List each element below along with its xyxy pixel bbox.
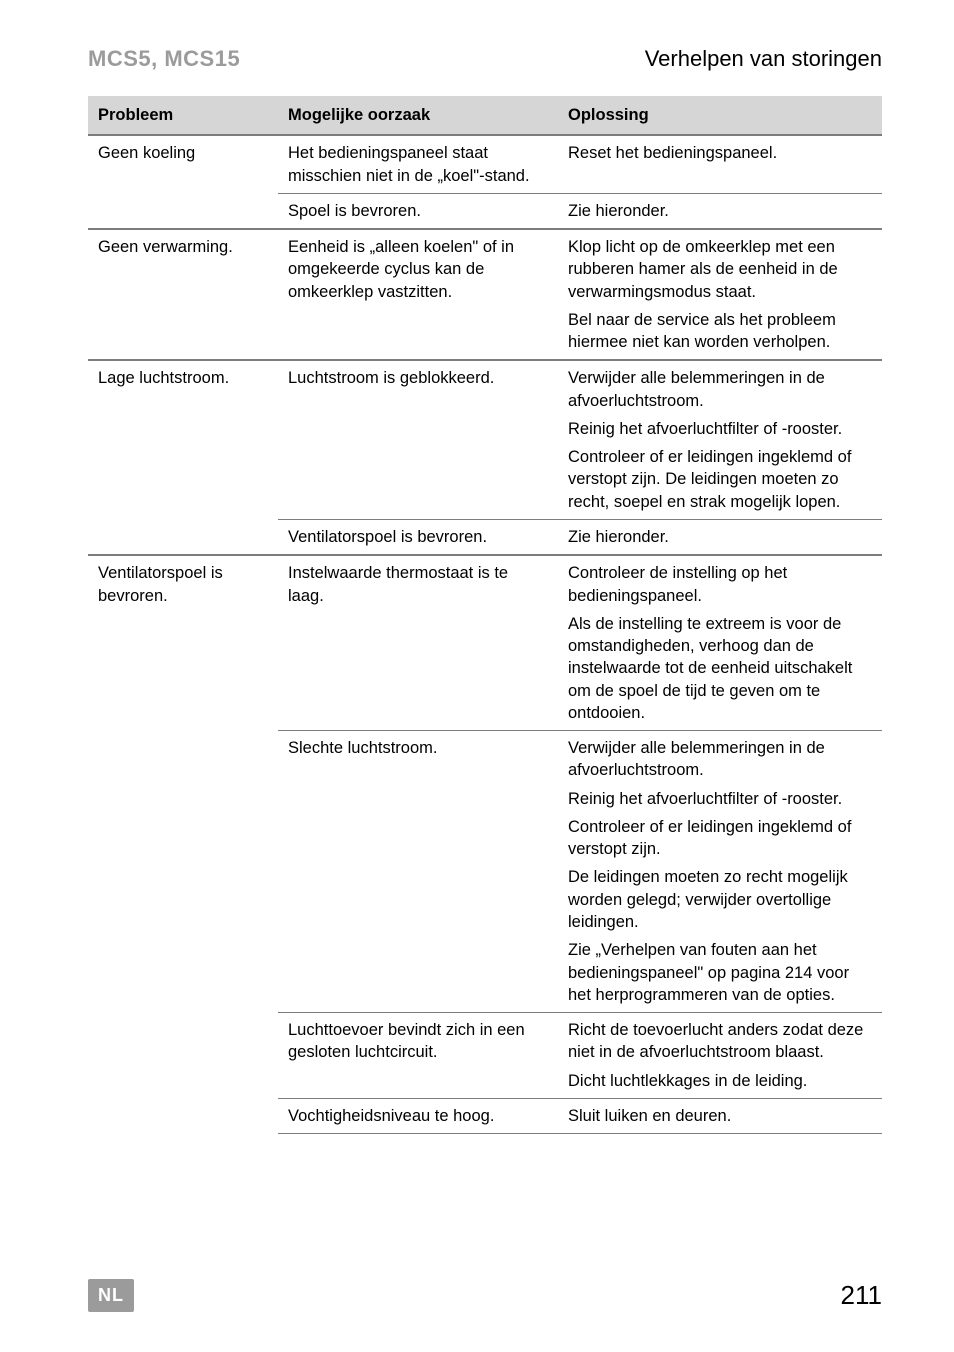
- page-footer: NL 211: [0, 1279, 954, 1312]
- solution-line: Verwijder alle belemmeringen in de afvoe…: [568, 367, 872, 412]
- solution-line: Zie hieronder.: [568, 200, 872, 222]
- language-badge: NL: [88, 1279, 134, 1312]
- cell-problem: Geen verwarming.: [88, 229, 278, 360]
- cell-solution: Verwijder alle belemmeringen in de afvoe…: [558, 731, 882, 1013]
- section-title: Verhelpen van storingen: [645, 46, 882, 72]
- solution-line: Bel naar de service als het probleem hie…: [568, 309, 872, 354]
- page-number: 211: [841, 1280, 882, 1311]
- col-header-problem: Probleem: [88, 96, 278, 135]
- cell-cause: Luchttoevoer bevindt zich in een geslote…: [278, 1013, 558, 1099]
- cell-solution: Klop licht op de omkeerklep met een rubb…: [558, 229, 882, 360]
- troubleshooting-table: Probleem Mogelijke oorzaak Oplossing Gee…: [88, 96, 882, 1134]
- cell-cause: Eenheid is „alleen koelen" of in omgekee…: [278, 229, 558, 360]
- solution-line: Zie „Verhelpen van fouten aan het bedien…: [568, 939, 872, 1006]
- cell-solution: Verwijder alle belemmeringen in de afvoe…: [558, 360, 882, 519]
- solution-line: Reinig het afvoerluchtfilter of -rooster…: [568, 418, 872, 440]
- cell-cause: Spoel is bevroren.: [278, 193, 558, 229]
- page-container: MCS5, MCS15 Verhelpen van storingen Prob…: [0, 0, 954, 1352]
- table-row: Lage luchtstroom.Luchtstroom is geblokke…: [88, 360, 882, 519]
- cell-solution: Sluit luiken en deuren.: [558, 1098, 882, 1133]
- cell-problem: Geen koeling: [88, 135, 278, 229]
- col-header-cause: Mogelijke oorzaak: [278, 96, 558, 135]
- table-row: Ventilatorspoel is bevroren.Instelwaarde…: [88, 555, 882, 730]
- solution-line: Controleer of er leidingen ingeklemd of …: [568, 816, 872, 861]
- solution-line: Controleer of er leidingen ingeklemd of …: [568, 446, 872, 513]
- cell-solution: Richt de toevoerlucht anders zodat deze …: [558, 1013, 882, 1099]
- cell-solution: Zie hieronder.: [558, 519, 882, 555]
- cell-solution: Zie hieronder.: [558, 193, 882, 229]
- solution-line: Controleer de instelling op het bedienin…: [568, 562, 872, 607]
- cell-cause: Luchtstroom is geblokkeerd.: [278, 360, 558, 519]
- cell-cause: Instelwaarde thermostaat is te laag.: [278, 555, 558, 730]
- solution-line: Zie hieronder.: [568, 526, 872, 548]
- cell-solution: Reset het bedieningspaneel.: [558, 135, 882, 193]
- solution-line: Dicht luchtlekkages in de leiding.: [568, 1070, 872, 1092]
- col-header-solution: Oplossing: [558, 96, 882, 135]
- solution-line: Klop licht op de omkeerklep met een rubb…: [568, 236, 872, 303]
- solution-line: Richt de toevoerlucht anders zodat deze …: [568, 1019, 872, 1064]
- table-header-row: Probleem Mogelijke oorzaak Oplossing: [88, 96, 882, 135]
- solution-line: Reset het bedieningspaneel.: [568, 142, 872, 164]
- model-label: MCS5, MCS15: [88, 46, 240, 72]
- table-body: Geen koelingHet bedieningspaneel staat m…: [88, 135, 882, 1133]
- cell-problem: Lage luchtstroom.: [88, 360, 278, 555]
- page-header: MCS5, MCS15 Verhelpen van storingen: [88, 46, 882, 72]
- cell-cause: Ventilatorspoel is bevroren.: [278, 519, 558, 555]
- solution-line: De leidingen moeten zo recht mogelijk wo…: [568, 866, 872, 933]
- table-row: Geen verwarming.Eenheid is „alleen koele…: [88, 229, 882, 360]
- cell-cause: Slechte luchtstroom.: [278, 731, 558, 1013]
- cell-cause: Vochtigheidsniveau te hoog.: [278, 1098, 558, 1133]
- solution-line: Sluit luiken en deuren.: [568, 1105, 872, 1127]
- cell-solution: Controleer de instelling op het bedienin…: [558, 555, 882, 730]
- solution-line: Als de instelling te extreem is voor de …: [568, 613, 872, 724]
- solution-line: Reinig het afvoerluchtfilter of -rooster…: [568, 788, 872, 810]
- solution-line: Verwijder alle belemmeringen in de afvoe…: [568, 737, 872, 782]
- table-row: Geen koelingHet bedieningspaneel staat m…: [88, 135, 882, 193]
- cell-cause: Het bedieningspaneel staat misschien nie…: [278, 135, 558, 193]
- cell-problem: Ventilatorspoel is bevroren.: [88, 555, 278, 1133]
